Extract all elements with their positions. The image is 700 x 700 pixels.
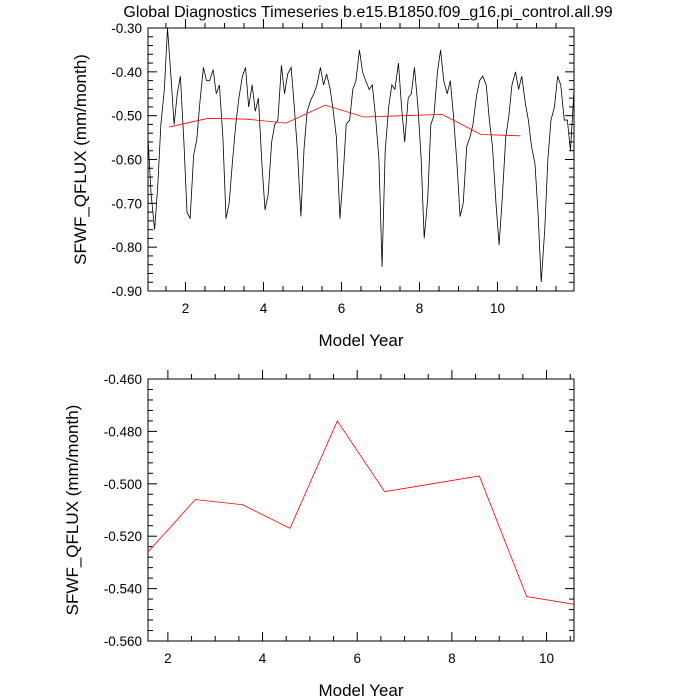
bottom-y-tick-label: -0.480 — [104, 424, 142, 439]
top-x-tick-label: 2 — [182, 301, 190, 316]
top-y-tick-label: -0.30 — [111, 21, 142, 36]
bottom-y-tick-label: -0.500 — [104, 477, 142, 492]
bottom-plot-frame — [147, 378, 575, 642]
bottom-y-tick-label: -0.540 — [104, 582, 142, 597]
top-x-tick-label: 4 — [260, 301, 268, 316]
bottom-x-tick-label: 6 — [353, 651, 361, 666]
top-x-tick-label: 10 — [490, 301, 505, 316]
bottom-series-annual-mean-line — [148, 420, 574, 605]
top-y-axis-label: SFWF_QFLUX (mm/month) — [71, 54, 90, 265]
bottom-x-axis-label: Model Year — [318, 681, 403, 700]
top-x-tick-label: 8 — [416, 301, 424, 316]
top-x-axis-label: Model Year — [318, 331, 403, 350]
bottom-x-tick-label: 2 — [164, 651, 172, 666]
bottom-y-tick-label: -0.460 — [104, 372, 142, 387]
bottom-y-tick-label: -0.560 — [104, 634, 142, 649]
top-plot-frame — [147, 27, 575, 292]
top-y-tick-label: -0.50 — [111, 109, 142, 124]
bottom-x-tick-label: 8 — [448, 651, 456, 666]
top-series-monthly-line — [148, 28, 574, 283]
bottom-chart: 2 4 6 8 10 -0.460 -0.480 -0.500 -0.520 -0.540 -0.5… — [63, 370, 575, 700]
bottom-y-axis-label: SFWF_QFLUX (mm/month) — [63, 405, 82, 616]
top-y-tick-label: -0.70 — [111, 196, 142, 211]
bottom-x-tick-label: 4 — [259, 651, 267, 666]
top-chart: 2 4 6 8 10 -0.30 -0.40 -0.50 -0.60 -0.70 -0.80 -0.9… — [71, 19, 575, 350]
bottom-y-tick-label: -0.520 — [104, 529, 142, 544]
figure-title: Global Diagnostics Timeseries b.e15.B185… — [123, 4, 612, 21]
top-y-tick-label: -0.90 — [111, 284, 142, 299]
top-x-tick-label: 6 — [338, 301, 346, 316]
top-y-tick-label: -0.40 — [111, 65, 142, 80]
top-y-tick-label: -0.60 — [111, 153, 142, 168]
top-series-annual-mean-line — [168, 104, 521, 137]
bottom-x-tick-label: 10 — [539, 651, 554, 666]
top-y-tick-label: -0.80 — [111, 240, 142, 255]
